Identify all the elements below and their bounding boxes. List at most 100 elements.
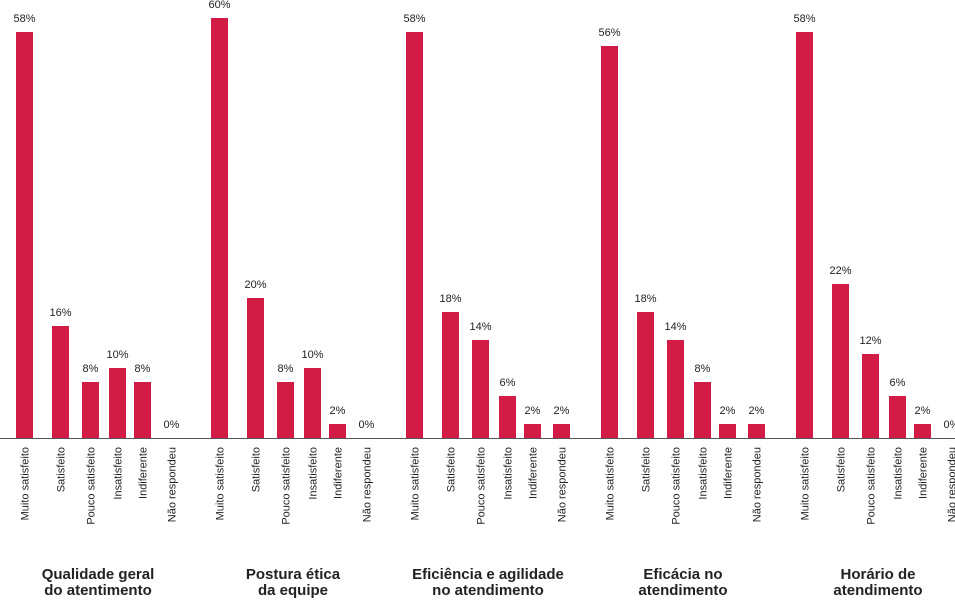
data-label: 6%	[500, 377, 516, 389]
bar	[499, 396, 516, 438]
bar	[329, 424, 346, 438]
category-tick-label: Muito satisfeito	[410, 447, 422, 520]
bar	[304, 368, 321, 438]
data-label: 2%	[915, 405, 931, 417]
category-tick-label: Pouco satisfeito	[86, 447, 98, 525]
group-title: do atentimento	[44, 582, 152, 599]
bar	[277, 382, 294, 438]
category-tick-label: Insatisfeito	[113, 447, 125, 500]
category-tick-label: Satisfeito	[56, 447, 68, 492]
category-tick-label: Muito satisfeito	[605, 447, 617, 520]
bar	[862, 354, 879, 438]
category-tick-label: Satisfeito	[251, 447, 263, 492]
group-title: Qualidade geral	[42, 566, 155, 583]
category-tick-label: Insatisfeito	[503, 447, 515, 500]
data-label: 20%	[244, 279, 266, 291]
category-tick-label: Não respondeu	[947, 447, 955, 522]
data-label: 8%	[278, 363, 294, 375]
category-tick-label: Muito satisfeito	[20, 447, 32, 520]
category-tick-label: Pouco satisfeito	[281, 447, 293, 525]
data-label: 22%	[829, 265, 851, 277]
data-label: 58%	[403, 13, 425, 25]
category-tick-label: Não respondeu	[167, 447, 179, 522]
data-label: 18%	[634, 293, 656, 305]
data-label: 0%	[359, 419, 375, 431]
bar	[914, 424, 931, 438]
group-title: Eficiência e agilidade	[412, 566, 564, 583]
bar	[553, 424, 570, 438]
data-label: 10%	[106, 349, 128, 361]
data-label: 2%	[749, 405, 765, 417]
bar	[832, 284, 849, 438]
category-tick-label: Não respondeu	[362, 447, 374, 522]
data-label: 6%	[890, 377, 906, 389]
group-title: Postura ética	[246, 566, 341, 583]
data-label: 14%	[469, 321, 491, 333]
category-tick-label: Indiferente	[723, 447, 735, 499]
data-label: 18%	[439, 293, 461, 305]
category-tick-label: Não respondeu	[557, 447, 569, 522]
bar	[637, 312, 654, 438]
category-tick-label: Satisfeito	[836, 447, 848, 492]
bar	[442, 312, 459, 438]
group-title: Horário de	[840, 566, 915, 583]
data-label: 0%	[944, 419, 955, 431]
category-tick-label: Muito satisfeito	[215, 447, 227, 520]
bar	[694, 382, 711, 438]
data-label: 0%	[164, 419, 180, 431]
bar	[748, 424, 765, 438]
bar	[719, 424, 736, 438]
category-tick-label: Indiferente	[528, 447, 540, 499]
category-tick-label: Insatisfeito	[698, 447, 710, 500]
bar	[211, 18, 228, 438]
category-tick-label: Indiferente	[138, 447, 150, 499]
data-label: 2%	[525, 405, 541, 417]
bar	[16, 32, 33, 438]
group-title: atendimento	[833, 582, 922, 599]
data-label: 12%	[859, 335, 881, 347]
category-tick-label: Indiferente	[333, 447, 345, 499]
data-label: 8%	[83, 363, 99, 375]
category-tick-label: Satisfeito	[446, 447, 458, 492]
category-tick-label: Insatisfeito	[893, 447, 905, 500]
category-tick-label: Pouco satisfeito	[866, 447, 878, 525]
data-label: 2%	[554, 405, 570, 417]
category-tick-label: Pouco satisfeito	[671, 447, 683, 525]
category-tick-label: Pouco satisfeito	[476, 447, 488, 525]
category-tick-label: Indiferente	[918, 447, 930, 499]
bar	[667, 340, 684, 438]
group-title: no atendimento	[432, 582, 544, 599]
data-label: 2%	[720, 405, 736, 417]
bars-layer	[16, 18, 931, 438]
data-label: 8%	[695, 363, 711, 375]
data-label: 8%	[135, 363, 151, 375]
group-title: atendimento	[638, 582, 727, 599]
category-tick-label: Satisfeito	[641, 447, 653, 492]
bar	[134, 382, 151, 438]
bar	[796, 32, 813, 438]
data-label: 58%	[793, 13, 815, 25]
bar	[406, 32, 423, 438]
bar	[601, 46, 618, 438]
bar	[82, 382, 99, 438]
category-tick-label: Muito satisfeito	[800, 447, 812, 520]
data-label: 14%	[664, 321, 686, 333]
data-label: 60%	[208, 0, 230, 11]
data-label: 2%	[330, 405, 346, 417]
group-title: da equipe	[258, 582, 328, 599]
bar	[109, 368, 126, 438]
category-tick-label: Não respondeu	[752, 447, 764, 522]
bar	[52, 326, 69, 438]
bar	[889, 396, 906, 438]
group-title: Eficácia no	[643, 566, 722, 583]
labels-layer: 58% Muito satisfeito 16% Satisfeito 8% Pouco …	[13, 0, 955, 599]
bar	[472, 340, 489, 438]
data-label: 16%	[49, 307, 71, 319]
bar	[247, 298, 264, 438]
data-label: 10%	[301, 349, 323, 361]
data-label: 56%	[598, 27, 620, 39]
category-tick-label: Insatisfeito	[308, 447, 320, 500]
bar	[524, 424, 541, 438]
data-label: 58%	[13, 13, 35, 25]
